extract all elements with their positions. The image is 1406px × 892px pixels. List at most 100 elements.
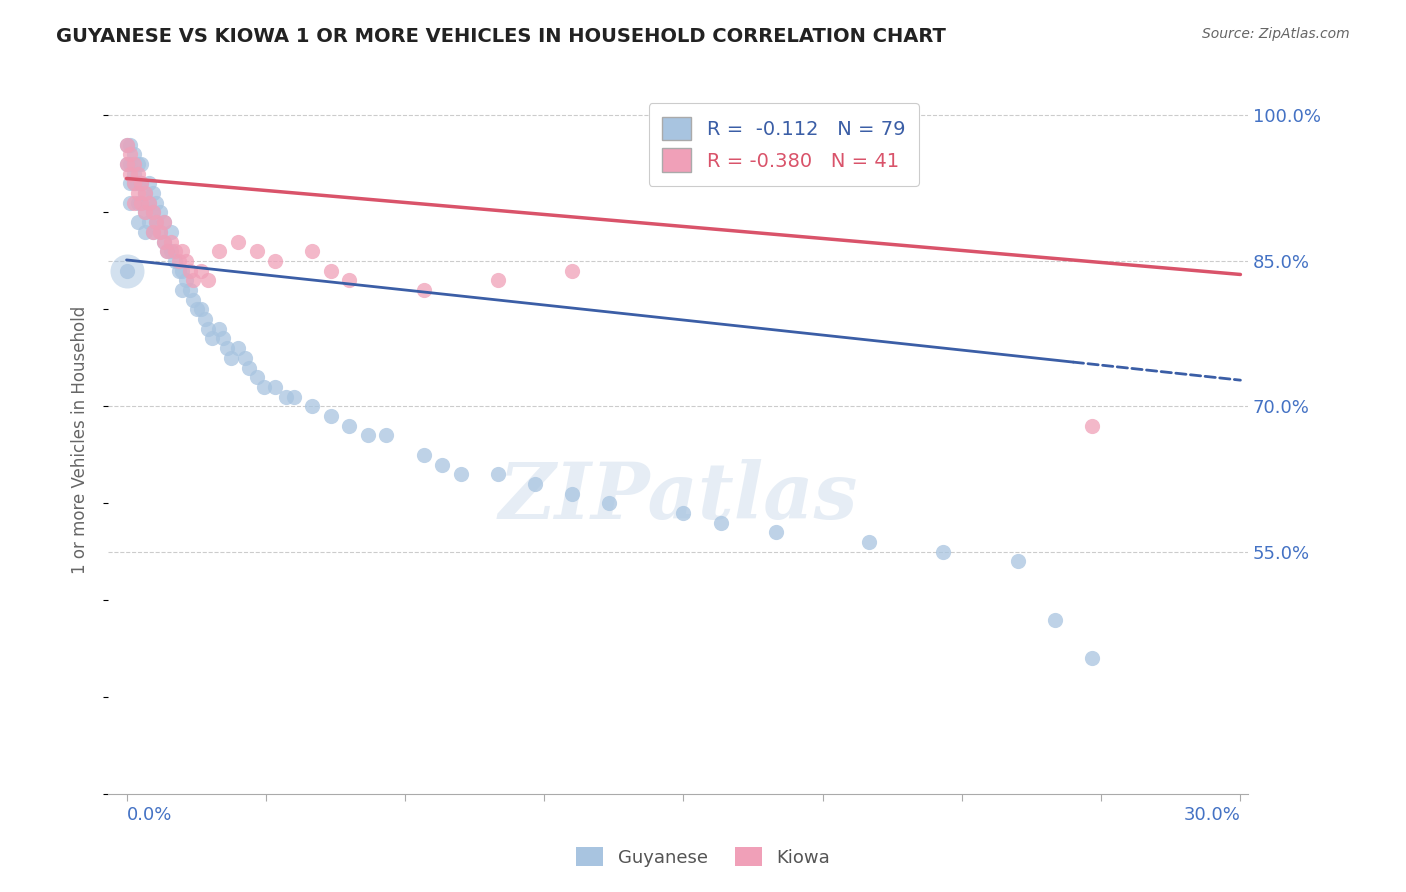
Point — [134, 186, 156, 200]
Point — [131, 157, 153, 171]
Point — [183, 293, 205, 307]
Point — [149, 225, 172, 239]
Point — [131, 195, 153, 210]
Point — [138, 177, 160, 191]
Point — [174, 253, 197, 268]
Point — [120, 147, 142, 161]
Point — [932, 545, 955, 559]
Point — [264, 253, 287, 268]
Point — [141, 225, 163, 239]
Point — [183, 273, 205, 287]
Point — [245, 244, 267, 259]
Point — [1043, 613, 1066, 627]
Point — [337, 418, 360, 433]
Point — [1081, 418, 1104, 433]
Point — [127, 157, 149, 171]
Point — [115, 157, 138, 171]
Point — [208, 244, 231, 259]
Point — [152, 235, 174, 249]
Point — [319, 263, 342, 277]
Point — [253, 380, 276, 394]
Point — [141, 205, 163, 219]
Point — [450, 467, 472, 482]
Point — [115, 263, 138, 277]
Point — [858, 535, 880, 549]
Point — [115, 157, 138, 171]
Point — [201, 331, 224, 345]
Point — [163, 244, 186, 259]
Point — [134, 205, 156, 219]
Legend: R =  -0.112   N = 79, R = -0.380   N = 41: R = -0.112 N = 79, R = -0.380 N = 41 — [648, 103, 920, 186]
Point — [152, 215, 174, 229]
Point — [190, 263, 212, 277]
Point — [245, 370, 267, 384]
Point — [127, 186, 149, 200]
Point — [149, 225, 172, 239]
Point — [710, 516, 733, 530]
Point — [138, 215, 160, 229]
Point — [235, 351, 257, 365]
Point — [197, 322, 219, 336]
Point — [197, 273, 219, 287]
Point — [141, 186, 163, 200]
Point — [156, 244, 179, 259]
Point — [120, 157, 142, 171]
Point — [156, 244, 179, 259]
Point — [561, 486, 583, 500]
Point — [561, 263, 583, 277]
Point — [127, 177, 149, 191]
Point — [226, 235, 249, 249]
Point — [167, 253, 190, 268]
Point — [115, 137, 138, 152]
Point — [598, 496, 620, 510]
Point — [193, 312, 215, 326]
Point — [120, 195, 142, 210]
Point — [283, 390, 305, 404]
Point — [115, 263, 138, 277]
Point — [172, 283, 194, 297]
Point — [115, 137, 138, 152]
Text: Source: ZipAtlas.com: Source: ZipAtlas.com — [1202, 27, 1350, 41]
Point — [238, 360, 260, 375]
Point — [131, 195, 153, 210]
Point — [160, 235, 183, 249]
Legend: Guyanese, Kiowa: Guyanese, Kiowa — [569, 840, 837, 874]
Point — [141, 225, 163, 239]
Text: 30.0%: 30.0% — [1184, 805, 1240, 824]
Point — [1007, 554, 1029, 568]
Point — [134, 186, 156, 200]
Point — [141, 205, 163, 219]
Point — [134, 205, 156, 219]
Point — [120, 177, 142, 191]
Point — [337, 273, 360, 287]
Point — [301, 400, 323, 414]
Point — [152, 215, 174, 229]
Point — [179, 263, 201, 277]
Point — [276, 390, 298, 404]
Text: GUYANESE VS KIOWA 1 OR MORE VEHICLES IN HOUSEHOLD CORRELATION CHART: GUYANESE VS KIOWA 1 OR MORE VEHICLES IN … — [56, 27, 946, 45]
Point — [765, 525, 787, 540]
Point — [145, 215, 167, 229]
Point — [672, 506, 695, 520]
Point — [226, 341, 249, 355]
Text: ZIPatlas: ZIPatlas — [498, 458, 858, 535]
Point — [120, 167, 142, 181]
Point — [145, 215, 167, 229]
Point — [523, 476, 546, 491]
Point — [264, 380, 287, 394]
Point — [486, 273, 509, 287]
Point — [167, 263, 190, 277]
Point — [172, 263, 194, 277]
Point — [160, 244, 183, 259]
Point — [208, 322, 231, 336]
Point — [1081, 651, 1104, 665]
Point — [134, 225, 156, 239]
Point — [412, 448, 434, 462]
Point — [190, 302, 212, 317]
Y-axis label: 1 or more Vehicles in Household: 1 or more Vehicles in Household — [72, 306, 89, 574]
Point — [172, 244, 194, 259]
Point — [127, 215, 149, 229]
Point — [219, 351, 242, 365]
Point — [145, 195, 167, 210]
Point — [412, 283, 434, 297]
